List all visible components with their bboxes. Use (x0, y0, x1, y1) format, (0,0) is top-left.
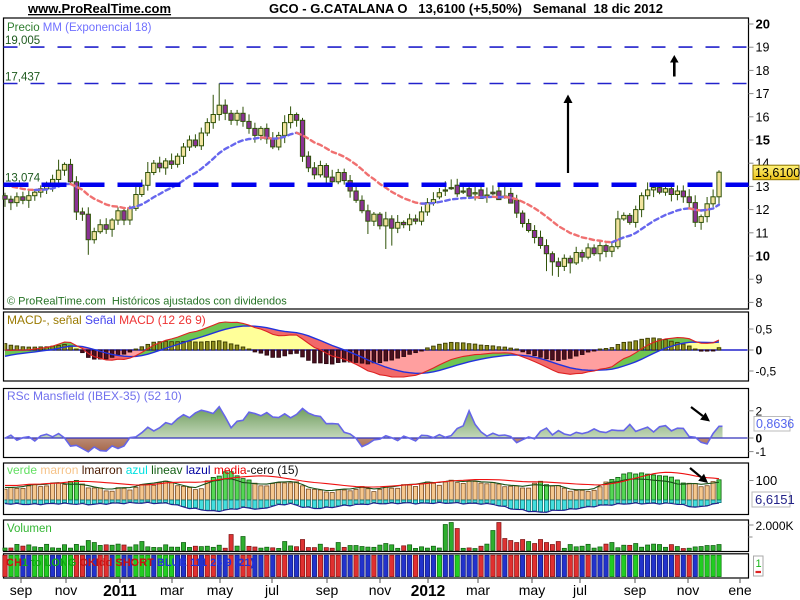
svg-text:19: 19 (756, 41, 770, 55)
svg-text:0: 0 (756, 432, 763, 446)
svg-text:Precio MM (Exponencial 18): Precio MM (Exponencial 18) (7, 22, 152, 34)
svg-text:RSc Mansfield (IBEX-35) (52 10: RSc Mansfield (IBEX-35) (52 10) (7, 389, 182, 403)
svg-text:may: may (519, 582, 545, 598)
svg-text:jul: jul (264, 582, 279, 598)
svg-text:GCO - G.CATALANA O 13,6100 (: GCO - G.CATALANA O 13,6100 (+5,50%) Sema… (269, 1, 663, 16)
svg-text:2012: 2012 (411, 583, 445, 600)
svg-text:17: 17 (756, 87, 770, 101)
svg-text:16: 16 (756, 110, 770, 124)
svg-text:0,8636: 0,8636 (756, 417, 794, 431)
svg-text:13,074: 13,074 (5, 173, 41, 185)
svg-text:15: 15 (756, 133, 770, 148)
svg-text:ene: ene (728, 582, 752, 598)
svg-text:13: 13 (756, 180, 770, 194)
svg-text:mar: mar (466, 582, 490, 598)
svg-text:2011: 2011 (103, 583, 137, 600)
svg-text:-0,5: -0,5 (756, 365, 777, 379)
svg-text:-1: -1 (756, 445, 767, 459)
svg-text:18: 18 (756, 64, 770, 78)
svg-text:Volumen: Volumen (7, 523, 52, 535)
svg-text:11: 11 (756, 226, 769, 240)
svg-text:2: 2 (756, 404, 763, 418)
svg-text:6,6151: 6,6151 (755, 492, 795, 507)
svg-text:1: 1 (756, 558, 762, 570)
svg-text:19,005: 19,005 (5, 35, 40, 47)
svg-text:8: 8 (756, 296, 763, 310)
svg-text:MACD-, señal Señal MACD (12 26: MACD-, señal Señal MACD (12 26 9) (7, 313, 206, 327)
svg-text:CH1 to LONG OKIdd SHORT BLUE 1: CH1 to LONG OKIdd SHORT BLUE 111 26 9 (2… (6, 557, 255, 569)
svg-text:100: 100 (756, 473, 778, 488)
svg-text:jul: jul (572, 582, 587, 598)
svg-text:2.000K: 2.000K (756, 519, 794, 533)
svg-text:www.ProRealTime.com: www.ProRealTime.com (27, 1, 171, 16)
svg-text:nov: nov (55, 582, 78, 598)
svg-text:mar: mar (160, 582, 184, 598)
svg-text:sep: sep (624, 582, 647, 598)
svg-text:20: 20 (756, 17, 770, 32)
svg-text:© ProRealTime.com Históricos: © ProRealTime.com Históricos ajustados c… (7, 296, 287, 308)
svg-text:0,5: 0,5 (756, 323, 773, 337)
svg-text:verde marron lmarron azul line: verde marron lmarron azul lineav lazul m… (7, 463, 299, 477)
svg-text:may: may (207, 582, 233, 598)
svg-text:10: 10 (756, 249, 770, 264)
svg-text:17,437: 17,437 (5, 72, 40, 84)
svg-text:sep: sep (10, 582, 33, 598)
svg-text:nov: nov (677, 582, 700, 598)
svg-text:nov: nov (369, 582, 392, 598)
svg-text:13,6100: 13,6100 (755, 166, 800, 180)
svg-text:12: 12 (756, 203, 770, 217)
svg-text:sep: sep (316, 582, 339, 598)
svg-text:9: 9 (756, 273, 763, 287)
svg-text:0: 0 (756, 344, 763, 358)
